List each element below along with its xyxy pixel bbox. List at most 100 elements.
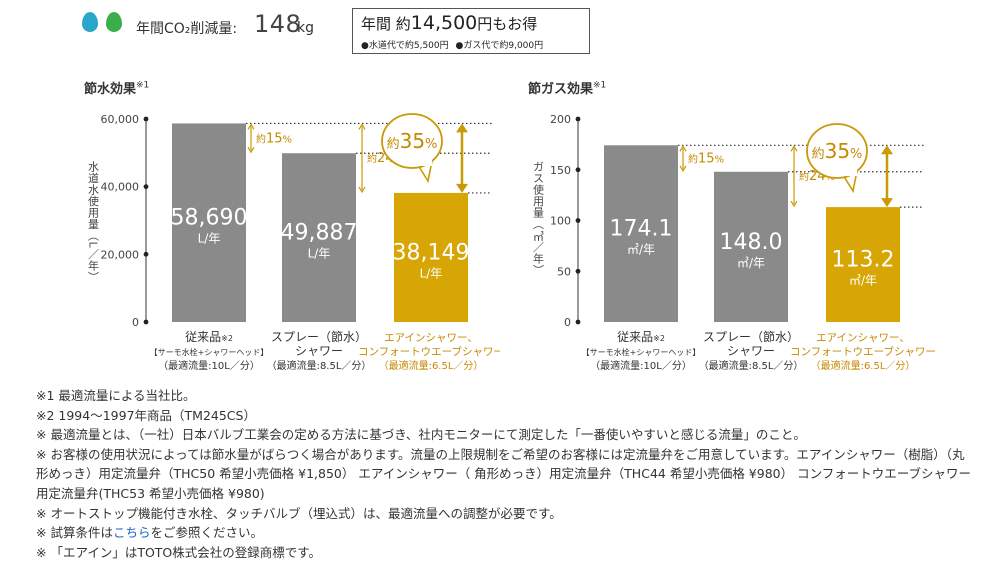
co2-unit: kg [297,20,314,36]
savings-box: 年間 約14,500円もお得 ●水道代で約5,500円 ●ガス代で約9,000円 [352,8,590,54]
bar [604,145,678,322]
y-tick-dot [575,319,581,325]
y-tick-dot [143,251,149,257]
total-arrow-head [456,183,468,193]
bar [826,207,900,322]
savings-breakdown: ●水道代で約5,500円 ●ガス代で約9,000円 [361,38,543,51]
bar-unit-label: ㎥/年 [737,256,765,270]
reduction-arrow-head [358,123,366,130]
category-flow-label: （最適流量:6.5L／分） [811,359,916,372]
category-flow-label: （最適流量:8.5L／分） [267,359,372,372]
category-flow-label: （最適流量:6.5L／分） [379,359,484,372]
y-tick-label: 20,000 [101,248,140,261]
footnote: ※ オートストップ機能付き水栓、タッチバルブ（埋込式）は、最適流量への調整が必要… [36,505,562,521]
category-label-line2: コンフォートウエーブシャワー [358,345,500,358]
y-tick-dot [143,184,149,190]
total-reduction-bubble [806,123,868,179]
water-drop-icon [82,12,98,32]
y-tick-dot [575,167,581,173]
y-tick-label: 200 [550,113,571,126]
y-axis-label: 水道水使用量（L／年） [87,161,100,283]
category-label-line2: コンフォートウエーブシャワー [790,345,936,358]
y-tick-dot [143,116,149,122]
bar-unit-label: ㎥/年 [849,274,877,288]
bar-unit-label: L/年 [420,266,443,280]
total-reduction-label: 約35% [812,139,863,163]
footnote: ※ お客様の使用状況によっては節水量がばらつく場合があります。流量の上限規制をご… [36,446,971,501]
footnotes: ※1 最適流量による当社比。 ※2 1994〜1997年商品（TM245CS） … [36,386,976,562]
y-tick-label: 100 [550,215,571,228]
category-flow-label: （最適流量:10L／分） [590,359,692,372]
category-flow-label: （最適流量:8.5L／分） [699,359,804,372]
y-tick-label: 0 [132,316,139,329]
bubble-tail-mask [420,158,432,166]
bar [172,123,246,323]
total-reduction-label: 約35% [387,129,438,153]
footnote: ※ 「エアイン」はTOTO株式会社の登録商標です。 [36,544,322,560]
co2-value: 148 [254,10,302,38]
footnote: ※1 最適流量による当社比。 [36,388,196,403]
y-axis-label: ガス使用量（㎥／年） [532,161,545,276]
footnote: ※2 1994〜1997年商品（TM245CS） [36,407,256,423]
reduction-arrow-head [358,186,366,194]
savings-water: ●水道代で約5,500円 [361,41,449,51]
reduction-arrow-head [679,165,687,172]
header: 年間CO₂削減量: 148 kg 年間 約14,500円もお得 ●水道代で約5,… [0,0,996,60]
total-arrow-head [456,123,468,133]
y-tick-label: 60,000 [101,113,140,126]
bar-value-label: 148.0 [720,230,783,255]
category-label-line2: シャワー [727,344,775,358]
bubble-tail-mask [845,168,857,176]
y-tick-label: 150 [550,164,571,177]
y-tick-dot [143,319,149,325]
bar-unit-label: L/年 [198,232,221,246]
y-tick-dot [575,268,581,274]
bar-value-label: 113.2 [832,248,895,273]
leaf-drop-icon [106,12,122,32]
bar-value-label: 58,690 [171,206,248,231]
bar-unit-label: L/年 [308,247,331,261]
category-label: エアインシャワー、 [384,332,478,344]
co2-label: 年間CO₂削減量: [136,21,238,37]
y-tick-dot [575,218,581,223]
y-tick-label: 0 [564,316,571,329]
category-label: スプレー（節水） [271,329,367,344]
savings-title: 年間 約14,500円もお得 [361,12,538,34]
reduction-arrow-head [247,123,255,130]
bar-value-label: 49,887 [281,221,358,246]
total-reduction-bubble [381,113,443,169]
footnote-conditions: ※ 試算条件はこちらをご参照ください。 [36,525,263,541]
gas-chart-title: 節ガス効果※1 [528,80,607,97]
water-chart-title: 節水効果※1 [84,80,150,97]
category-label: 従来品※2 [617,330,665,344]
reduction-arrow-head [790,145,798,152]
bar-unit-label: ㎥/年 [627,243,655,257]
category-sublabel: 【サーモ水栓+シャワーヘッド】 [150,347,269,357]
bar-value-label: 38,149 [393,240,470,265]
reduction-arrow-head [679,145,687,152]
y-tick-label: 40,000 [101,181,140,194]
category-label-line2: シャワー [295,344,343,358]
category-label: スプレー（節水） [703,329,799,344]
reduction-label: 約15% [256,131,292,146]
y-tick-dot [575,116,581,122]
bar-value-label: 174.1 [610,217,673,242]
bar [394,192,468,322]
reduction-arrow-head [790,200,798,208]
category-label: エアインシャワー、 [816,332,910,344]
reduction-label: 約15% [688,152,724,167]
savings-amount: 14,500 [410,12,478,34]
y-tick-label: 50 [557,265,571,278]
bar [282,153,356,322]
savings-gas: ●ガス代で約9,000円 [455,41,544,51]
total-arrow-head [881,198,893,208]
footnote: ※ 最適流量とは、（一社）日本バルブ工業会の定める方法に基づき、社内モニターにて… [36,427,806,443]
category-label: 従来品※2 [185,330,233,344]
bar [714,171,788,322]
conditions-link[interactable]: こちら [112,525,151,541]
category-flow-label: （最適流量:10L／分） [158,359,260,372]
total-arrow-head [881,145,893,155]
category-sublabel: 【サーモ水栓+シャワーヘッド】 [582,347,701,357]
